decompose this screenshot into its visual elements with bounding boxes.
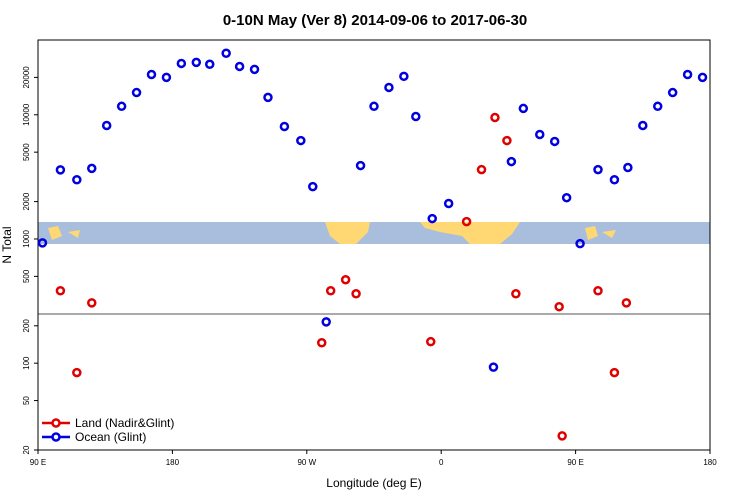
y-tick-label: 50 [22, 396, 31, 405]
point [101, 120, 112, 131]
land-patch [585, 226, 616, 240]
point [443, 198, 454, 209]
point [296, 135, 306, 146]
point [425, 336, 436, 347]
y-axis-label: N Total [0, 226, 14, 263]
legend-label: Ocean (Glint) [75, 430, 146, 444]
chart-title: 0-10N May (Ver 8) 2014-09-06 to 2017-06-… [223, 12, 527, 29]
land-patch [325, 222, 370, 244]
point [316, 338, 327, 348]
y-tick-label: 1000 [22, 230, 31, 248]
point [131, 87, 142, 98]
point [621, 298, 632, 308]
point [609, 367, 620, 378]
land-patch [48, 226, 80, 240]
x-tick-label: 0 [439, 458, 444, 467]
point [511, 289, 521, 299]
point [87, 298, 97, 308]
ocean-band [38, 222, 710, 244]
point [557, 431, 567, 441]
point [667, 87, 678, 98]
point [593, 285, 603, 296]
point [72, 174, 82, 185]
point [593, 164, 603, 175]
x-tick-label: 90 E [30, 458, 46, 467]
point [263, 92, 273, 103]
y-tick-label: 20 [22, 445, 31, 454]
point [369, 101, 379, 112]
point [399, 71, 409, 82]
y-tick-label: 10000 [22, 103, 31, 126]
point [476, 164, 487, 175]
point [652, 101, 663, 112]
x-tick-label: 180 [703, 458, 717, 467]
x-tick-label: 180 [166, 458, 180, 467]
point [518, 103, 529, 114]
y-tick-label: 100 [22, 356, 31, 370]
point [146, 69, 157, 80]
point [325, 285, 336, 296]
point [623, 162, 633, 173]
point [161, 72, 172, 83]
point [697, 72, 708, 83]
point [461, 216, 472, 227]
map-band [38, 222, 710, 244]
point [506, 156, 517, 167]
y-tick-label: 500 [22, 269, 31, 283]
legend-marker [51, 418, 61, 428]
point [176, 58, 187, 69]
point [554, 301, 564, 312]
point [535, 129, 545, 140]
y-tick-label: 200 [22, 319, 31, 333]
land-patch [420, 222, 520, 244]
point [549, 136, 560, 147]
point [204, 59, 215, 70]
point [502, 135, 512, 146]
point [638, 120, 648, 131]
point [488, 362, 499, 372]
point [87, 163, 97, 174]
point [116, 101, 127, 112]
plot-frame [37, 39, 711, 451]
y-tick-label: 5000 [22, 143, 31, 161]
y-tick-label: 20000 [22, 66, 31, 89]
x-tick-label: 90 W [297, 458, 316, 467]
y-tick-label: 2000 [22, 192, 31, 210]
point [427, 213, 437, 224]
x-tick-label: 90 E [567, 458, 583, 467]
point [490, 112, 500, 123]
point [575, 238, 585, 249]
point [279, 121, 290, 132]
point [308, 181, 318, 192]
point [72, 367, 82, 378]
point [351, 289, 361, 299]
point [234, 61, 245, 72]
point [384, 82, 394, 93]
point [321, 317, 331, 327]
x-axis-label: Longitude (deg E) [326, 476, 421, 490]
point [37, 238, 48, 248]
legend-marker [51, 432, 61, 442]
point [221, 48, 231, 58]
point [249, 64, 260, 75]
point [609, 174, 620, 185]
point [561, 192, 572, 203]
point [411, 111, 421, 122]
point [340, 274, 351, 285]
point [55, 165, 66, 175]
legend-label: Land (Nadir&Glint) [75, 416, 174, 430]
point [55, 285, 66, 296]
point [355, 160, 366, 171]
point [682, 69, 693, 80]
point [191, 57, 202, 68]
